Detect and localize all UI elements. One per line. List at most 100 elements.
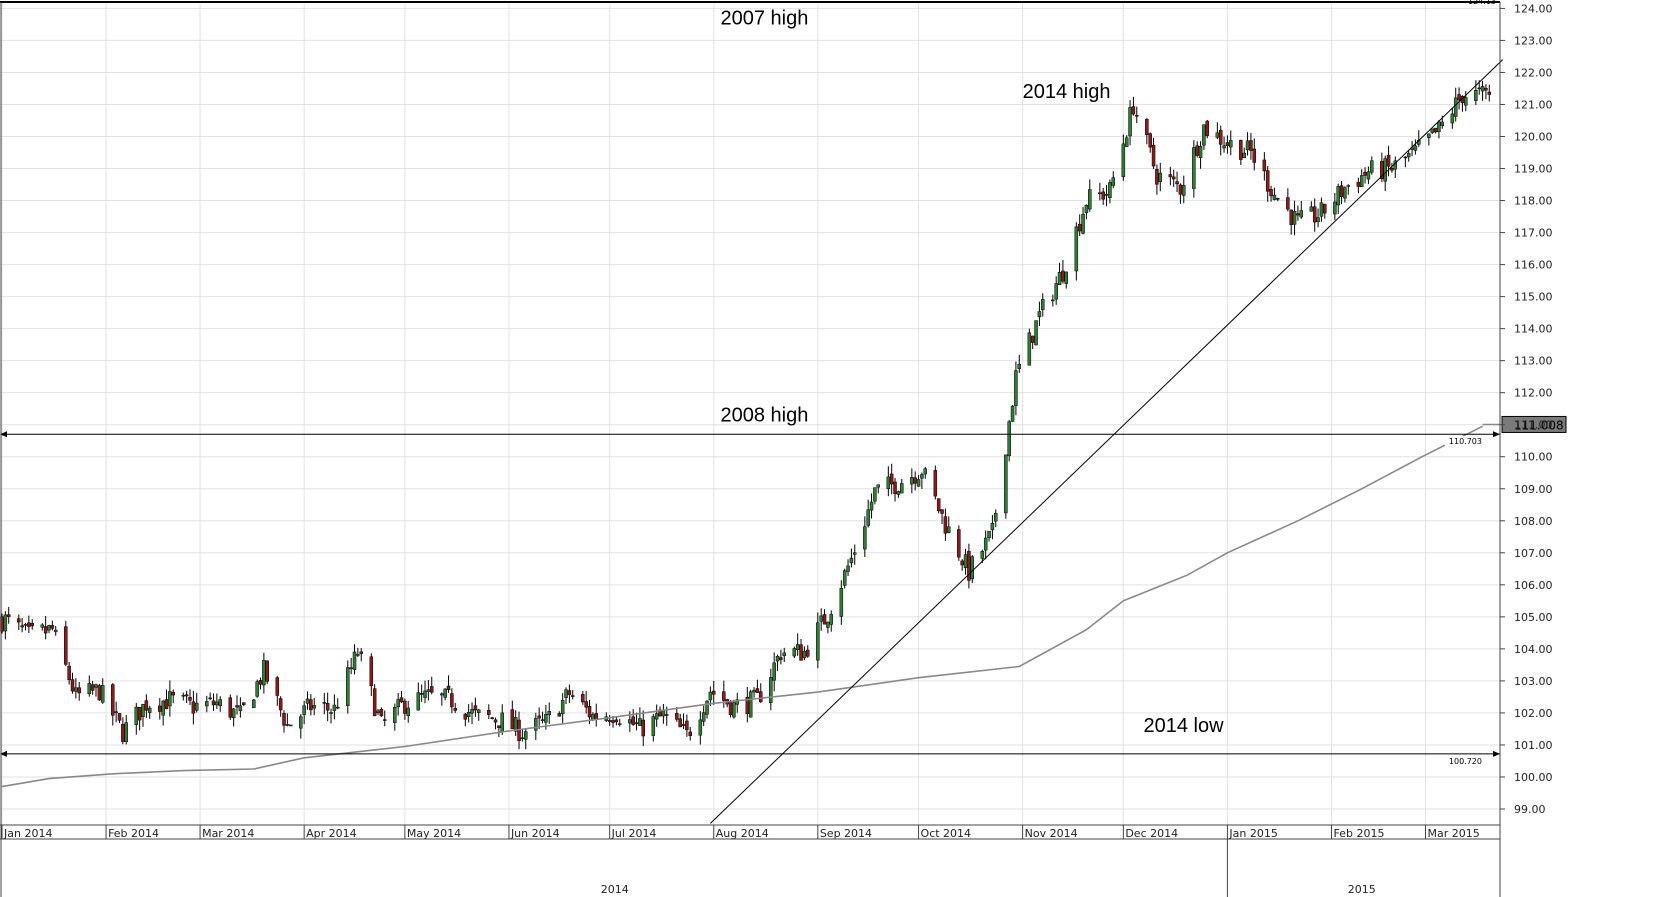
candle-body — [819, 615, 823, 622]
candle-body — [453, 708, 457, 711]
candle-body — [53, 629, 58, 633]
candle-body — [564, 689, 568, 698]
candle-body — [735, 699, 739, 705]
candle-body — [1474, 90, 1478, 101]
candle-body — [134, 706, 139, 725]
candle-body — [1007, 421, 1011, 456]
candle-body — [1037, 311, 1042, 318]
candle-body — [1484, 87, 1488, 91]
candle-body — [1272, 194, 1277, 200]
axes: 99.00 100.00 101.00 102.00 103.00 104.00 105.0… — [0, 0, 1553, 897]
candle-body — [1121, 143, 1126, 178]
candle-body — [1155, 169, 1159, 185]
x-tick-label: Jan 2015 — [1228, 827, 1277, 840]
y-tick-label: 109.00 — [1514, 483, 1553, 496]
level-label: 110.703 — [1449, 437, 1482, 446]
candle-body — [67, 665, 71, 681]
y-tick-label: 124.00 — [1514, 2, 1553, 15]
candle-body — [617, 723, 622, 725]
candle-body — [1413, 145, 1418, 151]
y-tick-label: 116.00 — [1514, 259, 1553, 272]
candle-body — [191, 701, 196, 714]
candle-body — [722, 691, 726, 701]
x-tick-label: Jun 2014 — [510, 827, 560, 840]
candle-body — [802, 650, 807, 659]
candle-body — [158, 705, 162, 712]
candle-body — [490, 717, 494, 719]
candle-body — [446, 685, 451, 691]
candle-body — [423, 690, 427, 698]
year-label: 2015 — [1348, 883, 1376, 896]
candle-body — [1316, 217, 1320, 222]
candle-body — [1145, 119, 1149, 135]
candle-body — [90, 684, 95, 691]
candle-body — [520, 737, 525, 740]
horizontal-levels: 110.703 100.720 111.008 — [0, 415, 1567, 766]
candle-body — [144, 700, 149, 711]
candle-body — [1014, 370, 1018, 406]
candle-body — [111, 684, 115, 716]
candle-body — [1380, 160, 1384, 180]
level-arrow-right — [1493, 431, 1500, 438]
candle-body — [1061, 270, 1065, 282]
candle-body — [1265, 170, 1270, 192]
candle-body — [20, 625, 24, 628]
candle-body — [47, 625, 51, 631]
candle-body — [1168, 174, 1173, 178]
candle-body — [1222, 145, 1226, 149]
candle-body — [184, 694, 189, 697]
candle-body — [1131, 106, 1136, 115]
candle-body — [265, 660, 269, 682]
candle-body — [121, 724, 125, 742]
x-tick-label: Nov 2014 — [1025, 827, 1078, 840]
candle-body — [1309, 206, 1314, 212]
candle-body — [168, 691, 172, 707]
candle-body — [463, 713, 468, 720]
candle-body — [711, 690, 716, 695]
candle-body — [124, 722, 128, 742]
candle-body — [1339, 185, 1344, 197]
candle-body — [634, 722, 639, 725]
candle-body — [23, 624, 28, 626]
candle-body — [1158, 172, 1163, 182]
chart-annotation: 2008 high — [720, 405, 808, 427]
candle-body — [50, 625, 55, 629]
candle-body — [419, 693, 424, 695]
candle-body — [1101, 191, 1105, 200]
candle-body — [1477, 87, 1481, 90]
candle-body — [231, 708, 236, 719]
candle-body — [164, 699, 169, 710]
candle-body — [1286, 197, 1290, 210]
candle-body — [728, 701, 733, 716]
y-tick-label: 122.00 — [1514, 66, 1553, 79]
candle-body — [332, 704, 337, 711]
y-tick-label: 118.00 — [1514, 195, 1553, 208]
candle-body — [675, 713, 679, 720]
candle-body — [611, 720, 615, 723]
candle-body — [866, 509, 870, 526]
candle-body — [752, 689, 756, 693]
candle-body — [1057, 272, 1062, 286]
candle-body — [476, 709, 481, 713]
candle-body — [631, 716, 635, 725]
candle-body — [1088, 189, 1092, 210]
candle-body — [1175, 181, 1179, 185]
candle-body — [678, 718, 682, 728]
candle-body — [1229, 140, 1233, 148]
x-tick-label: Jul 2014 — [611, 827, 657, 840]
candle-body — [510, 709, 515, 730]
candle-body — [846, 565, 850, 572]
candle-body — [403, 700, 407, 714]
candle-body — [570, 695, 575, 697]
candle-body — [429, 686, 434, 693]
candle-body — [869, 501, 874, 511]
candle-body — [416, 692, 421, 711]
candle-body — [369, 656, 374, 686]
candle-body — [513, 717, 518, 732]
candle-body — [70, 679, 75, 692]
candle-body — [1135, 114, 1139, 117]
candle-body — [1440, 121, 1445, 126]
candle-body — [839, 588, 844, 617]
annotations: 2007 high 2014 high 2008 high 2014 low — [720, 7, 1224, 737]
candle-body — [470, 709, 474, 714]
